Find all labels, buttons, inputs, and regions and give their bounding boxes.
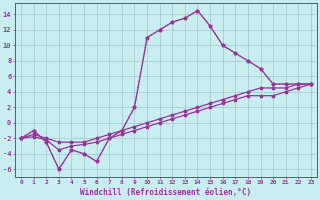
X-axis label: Windchill (Refroidissement éolien,°C): Windchill (Refroidissement éolien,°C) — [80, 188, 252, 197]
